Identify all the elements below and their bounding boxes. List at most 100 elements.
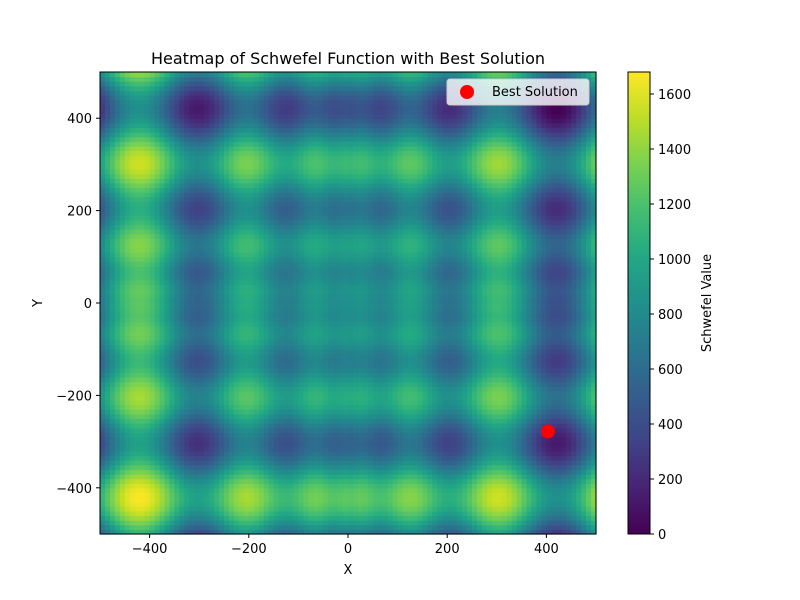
- heatmap-cell: [417, 418, 423, 424]
- heatmap-cell: [174, 515, 180, 521]
- heatmap-cell: [134, 446, 141, 452]
- heatmap-cell: [531, 353, 538, 360]
- heatmap-cell: [467, 376, 473, 383]
- heatmap-cell: [357, 432, 364, 438]
- heatmap-cell: [576, 436, 582, 443]
- heatmap-cell: [219, 524, 225, 530]
- heatmap-cell: [526, 501, 533, 507]
- heatmap-cell: [204, 455, 210, 461]
- heatmap-cell: [224, 316, 230, 323]
- heatmap-cell: [209, 339, 215, 346]
- heatmap-cell: [476, 418, 483, 424]
- heatmap-cell: [100, 497, 106, 503]
- heatmap-cell: [581, 386, 587, 392]
- heatmap-cell: [476, 400, 483, 406]
- heatmap-cell: [263, 390, 270, 396]
- heatmap-cell: [219, 529, 225, 535]
- heatmap-cell: [263, 418, 270, 424]
- heatmap-cell: [427, 469, 433, 475]
- heatmap-cell: [159, 497, 166, 503]
- heatmap-cell: [467, 446, 473, 452]
- heatmap-cell: [278, 418, 285, 424]
- heatmap-cell: [571, 404, 577, 410]
- heatmap-cell: [422, 321, 428, 327]
- heatmap-cell: [566, 413, 572, 420]
- heatmap-cell: [154, 520, 161, 526]
- heatmap-cell: [204, 492, 210, 498]
- heatmap-cell: [501, 409, 508, 415]
- heatmap-cell: [586, 446, 592, 452]
- heatmap-cell: [248, 418, 255, 424]
- heatmap-cell: [566, 450, 572, 457]
- heatmap-cell: [452, 353, 458, 360]
- heatmap-cell: [437, 321, 443, 327]
- heatmap-cell: [144, 450, 151, 457]
- heatmap-cell: [204, 464, 210, 470]
- heatmap-cell: [427, 483, 433, 489]
- heatmap-cell: [382, 312, 389, 318]
- heatmap-cell: [268, 312, 275, 318]
- heatmap-cell: [214, 349, 220, 355]
- heatmap-cell: [119, 409, 126, 415]
- heatmap-cell: [174, 450, 180, 457]
- heatmap-cell: [432, 326, 438, 332]
- heatmap-cell: [526, 487, 533, 494]
- heatmap-cell: [214, 483, 220, 489]
- heatmap-cell: [293, 478, 299, 484]
- heatmap-cell: [298, 473, 304, 480]
- heatmap-cell: [129, 303, 136, 309]
- heatmap-cell: [526, 432, 533, 438]
- heatmap-cell: [546, 450, 552, 457]
- heatmap-cell: [352, 335, 359, 341]
- heatmap-cell: [447, 386, 453, 392]
- heatmap-cell: [511, 483, 518, 489]
- heatmap-cell: [109, 510, 116, 517]
- heatmap-cell: [154, 339, 161, 346]
- heatmap-cell: [531, 524, 538, 530]
- heatmap-cell: [397, 335, 404, 341]
- heatmap-cell: [561, 520, 567, 526]
- heatmap-cell: [104, 339, 111, 346]
- heatmap-cell: [348, 316, 354, 323]
- heatmap-cell: [402, 436, 409, 443]
- heatmap-cell: [556, 450, 562, 457]
- heatmap-cell: [209, 386, 215, 392]
- heatmap-cell: [511, 381, 518, 387]
- heatmap-cell: [159, 321, 166, 327]
- heatmap-cell: [318, 483, 324, 489]
- heatmap-cell: [501, 404, 508, 410]
- heatmap-cell: [154, 316, 161, 323]
- heatmap-cell: [184, 460, 190, 466]
- heatmap-cell: [462, 303, 468, 309]
- heatmap-cell: [184, 344, 190, 350]
- heatmap-cell: [139, 400, 146, 406]
- heatmap-cell: [427, 450, 433, 457]
- heatmap-cell: [556, 372, 562, 378]
- heatmap-cell: [422, 427, 428, 433]
- heatmap-cell: [407, 446, 414, 452]
- heatmap-cell: [437, 330, 443, 336]
- heatmap-cell: [189, 510, 195, 517]
- heatmap-cell: [149, 460, 156, 466]
- heatmap-cell: [219, 460, 225, 466]
- heatmap-cell: [194, 386, 200, 392]
- heatmap-cell: [189, 413, 195, 420]
- heatmap-cell: [556, 307, 562, 313]
- heatmap-cell: [288, 441, 295, 447]
- heatmap-cell: [496, 436, 503, 443]
- heatmap-cell: [526, 423, 533, 429]
- heatmap-cell: [233, 376, 240, 383]
- heatmap-cell: [506, 330, 513, 336]
- heatmap-cell: [526, 464, 533, 470]
- heatmap-cell: [556, 487, 562, 494]
- heatmap-cell: [472, 441, 478, 447]
- heatmap-cell: [323, 353, 329, 360]
- heatmap-cell: [273, 376, 280, 383]
- heatmap-cell: [551, 363, 557, 369]
- heatmap-cell: [318, 409, 324, 415]
- heatmap-cell: [546, 464, 552, 470]
- heatmap-cell: [228, 413, 235, 420]
- heatmap-cell: [566, 520, 572, 526]
- heatmap-cell: [174, 312, 180, 318]
